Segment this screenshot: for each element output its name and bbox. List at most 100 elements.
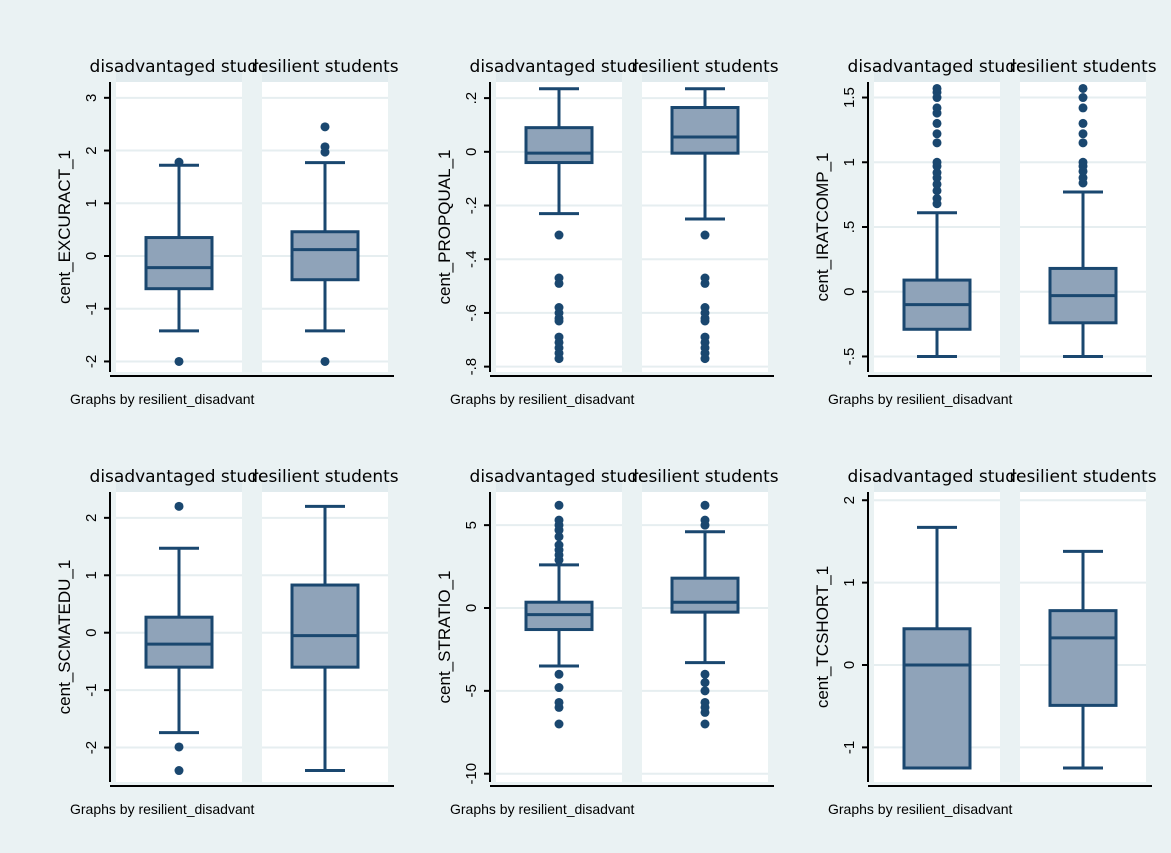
y-tick-label: -1: [83, 683, 100, 696]
y-axis-title: cent_STRATIO_1: [435, 571, 454, 704]
outlier-point: [932, 194, 942, 204]
y-tick-label: -1: [83, 302, 100, 315]
panel-title: resilient students: [1009, 467, 1156, 487]
outlier-point: [174, 501, 184, 511]
y-tick-label: 5: [463, 521, 480, 529]
panel-strip: [1020, 470, 1146, 492]
outlier-point: [554, 669, 564, 679]
panel-title: resilient students: [631, 57, 778, 77]
outlier-point: [700, 500, 710, 510]
y-tick-label: 0: [841, 661, 858, 669]
outlier-point: [1078, 93, 1088, 103]
box: [670, 106, 740, 155]
panel-strip: [642, 60, 768, 82]
outlier-point: [700, 678, 710, 688]
y-axis-title: cent_PROPQUAL_1: [435, 150, 454, 305]
panel-strip: [874, 60, 1000, 82]
outlier-point: [700, 230, 710, 240]
panel-title: disadvantaged stude: [90, 57, 269, 77]
outlier-point: [174, 356, 184, 366]
outlier-point: [700, 669, 710, 679]
outlier-point: [174, 766, 184, 776]
outlier-point: [1078, 138, 1088, 148]
box: [144, 615, 214, 669]
outlier-point: [932, 83, 942, 93]
y-tick-label: 0: [83, 629, 100, 637]
outlier-point: [932, 157, 942, 167]
box: [902, 627, 972, 770]
y-tick-label: 2: [83, 146, 100, 154]
chart-note: Graphs by resilient_disadvant: [828, 391, 1013, 407]
y-tick-label: 1: [841, 578, 858, 586]
y-tick-label: 1.5: [841, 87, 858, 108]
y-tick-label: -1: [841, 741, 858, 754]
panel-strip: [642, 470, 768, 492]
outlier-point: [554, 515, 564, 525]
chart-note: Graphs by resilient_disadvant: [828, 801, 1013, 817]
outlier-point: [320, 122, 330, 132]
y-tick-label: -2: [83, 355, 100, 368]
y-axis-title: cent_IRATCOMP_1: [813, 153, 832, 302]
y-tick-label: .2: [463, 92, 480, 105]
outlier-point: [700, 686, 710, 696]
y-tick-label: 0: [463, 604, 480, 612]
chart-note: Graphs by resilient_disadvant: [450, 801, 635, 817]
box: [290, 583, 360, 669]
y-tick-label: -.6: [463, 304, 480, 322]
outlier-point: [554, 719, 564, 729]
panel-title: resilient students: [1009, 57, 1156, 77]
outlier-point: [932, 129, 942, 139]
y-tick-label: 0: [841, 288, 858, 296]
panel-strip: [262, 60, 388, 82]
box: [524, 126, 594, 165]
outlier-point: [700, 354, 710, 364]
outlier-point: [554, 354, 564, 364]
outlier-point: [1078, 103, 1088, 113]
panel-strip: [1020, 60, 1146, 82]
panel-strip: [496, 60, 622, 82]
y-tick-label: -.4: [463, 250, 480, 268]
box: [290, 230, 360, 282]
outlier-point: [554, 683, 564, 693]
panel-title: disadvantaged stude: [90, 467, 269, 487]
outlier-point: [700, 515, 710, 525]
outlier-point: [700, 719, 710, 729]
panel-title: disadvantaged stude: [848, 467, 1027, 487]
y-tick-label: .5: [841, 221, 858, 234]
outlier-point: [554, 697, 564, 707]
outlier-point: [700, 278, 710, 288]
box: [144, 236, 214, 291]
y-axis-title: cent_SCMATEDU_1: [55, 560, 74, 715]
y-tick-label: 1: [841, 158, 858, 166]
outlier-point: [1078, 129, 1088, 139]
panel-strip: [496, 470, 622, 492]
chart-note: Graphs by resilient_disadvant: [450, 391, 635, 407]
outlier-point: [554, 278, 564, 288]
outlier-point: [932, 103, 942, 113]
panel-title: disadvantaged stude: [848, 57, 1027, 77]
outlier-point: [554, 230, 564, 240]
box: [1048, 609, 1118, 707]
y-tick-label: -.8: [463, 358, 480, 376]
y-tick-label: 0: [463, 148, 480, 156]
outlier-point: [1078, 118, 1088, 128]
y-tick-label: -10: [463, 763, 480, 785]
outlier-point: [174, 157, 184, 167]
panel-title: resilient students: [251, 57, 398, 77]
y-tick-label: -.5: [841, 348, 858, 366]
chart-note: Graphs by resilient_disadvant: [70, 391, 255, 407]
outlier-point: [932, 168, 942, 178]
outlier-point: [932, 118, 942, 128]
outlier-point: [1078, 157, 1088, 167]
outlier-point: [320, 142, 330, 152]
outlier-point: [554, 540, 564, 550]
outlier-point: [554, 316, 564, 326]
panel-title: disadvantaged stude: [470, 57, 649, 77]
y-tick-label: 1: [83, 199, 100, 207]
y-tick-label: -.2: [463, 197, 480, 215]
panel-title: disadvantaged stude: [470, 467, 649, 487]
